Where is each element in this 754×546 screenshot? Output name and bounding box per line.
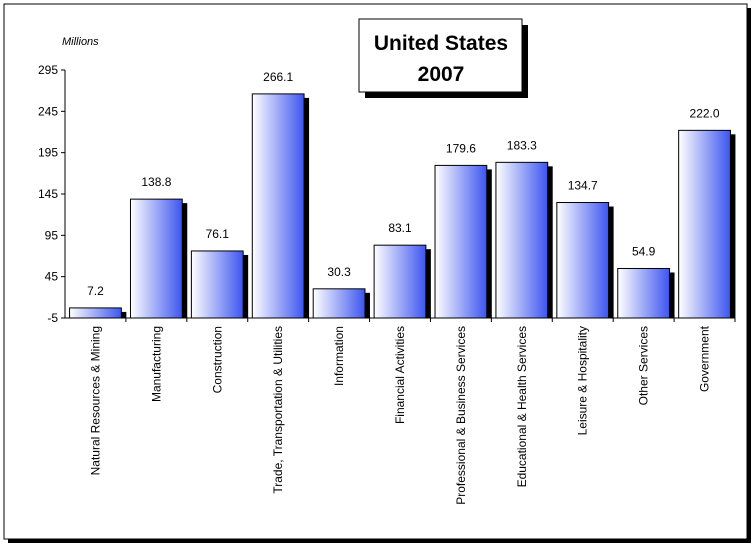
bar xyxy=(69,307,122,319)
x-category-label: Information xyxy=(332,326,346,386)
x-category-label: Natural Resources & Mining xyxy=(88,326,102,475)
x-category-label: Leisure & Hospitality xyxy=(576,326,590,435)
bar-value-label: 179.6 xyxy=(446,141,476,155)
bar-value-label: 76.1 xyxy=(206,227,230,241)
x-category-label: Construction xyxy=(210,326,224,393)
x-category-label: Educational & Health Services xyxy=(515,326,529,487)
bar xyxy=(251,93,305,319)
bar xyxy=(190,250,244,319)
bar xyxy=(678,129,731,319)
bar xyxy=(617,267,671,319)
y-tick-label: 45 xyxy=(45,270,59,284)
bar xyxy=(312,288,366,319)
bar-value-label: 138.8 xyxy=(141,175,171,189)
y-axis-ticks: -5 45 95 145 195 245 295 xyxy=(38,63,65,325)
title-box xyxy=(358,18,523,93)
x-category-label: Other Services xyxy=(637,326,651,405)
y-tick-label: -5 xyxy=(47,311,58,325)
y-tick-label: 95 xyxy=(45,228,59,242)
x-category-label: Financial Activities xyxy=(393,326,407,424)
bar-value-label: 134.7 xyxy=(568,179,598,193)
chart-title-line2: 2007 xyxy=(418,63,465,86)
bar xyxy=(434,164,488,319)
bar-series: 7.2 138.8 76.1 266.1 30.3 83.1 179.6 183.3 134.7… xyxy=(69,70,736,319)
chart-title-line1: United States xyxy=(374,32,508,55)
y-tick-label: 295 xyxy=(38,63,58,77)
bar-value-label: 83.1 xyxy=(388,221,412,235)
y-axis-unit-label: Millions xyxy=(62,36,99,48)
bar xyxy=(129,198,183,319)
bar-value-label: 266.1 xyxy=(263,70,293,84)
bar xyxy=(556,202,610,319)
x-category-label: Manufacturing xyxy=(149,326,163,402)
x-axis-labels: Natural Resources & Mining Manufacturing C… xyxy=(88,318,736,505)
y-tick-label: 245 xyxy=(38,104,58,118)
bar xyxy=(495,161,549,319)
x-category-label: Professional & Business Services xyxy=(454,326,468,505)
bar xyxy=(373,244,427,319)
bar-value-label: 183.3 xyxy=(507,138,537,152)
y-tick-label: 195 xyxy=(38,146,58,160)
x-category-label: Government xyxy=(698,325,712,392)
bar-value-label: 7.2 xyxy=(87,284,104,298)
bar-value-label: 30.3 xyxy=(327,265,351,279)
bar-value-label: 54.9 xyxy=(632,244,656,258)
x-category-label: Trade, Transportation & Utilities xyxy=(271,326,285,494)
y-tick-label: 145 xyxy=(38,187,58,201)
bar-value-label: 222.0 xyxy=(690,106,720,120)
